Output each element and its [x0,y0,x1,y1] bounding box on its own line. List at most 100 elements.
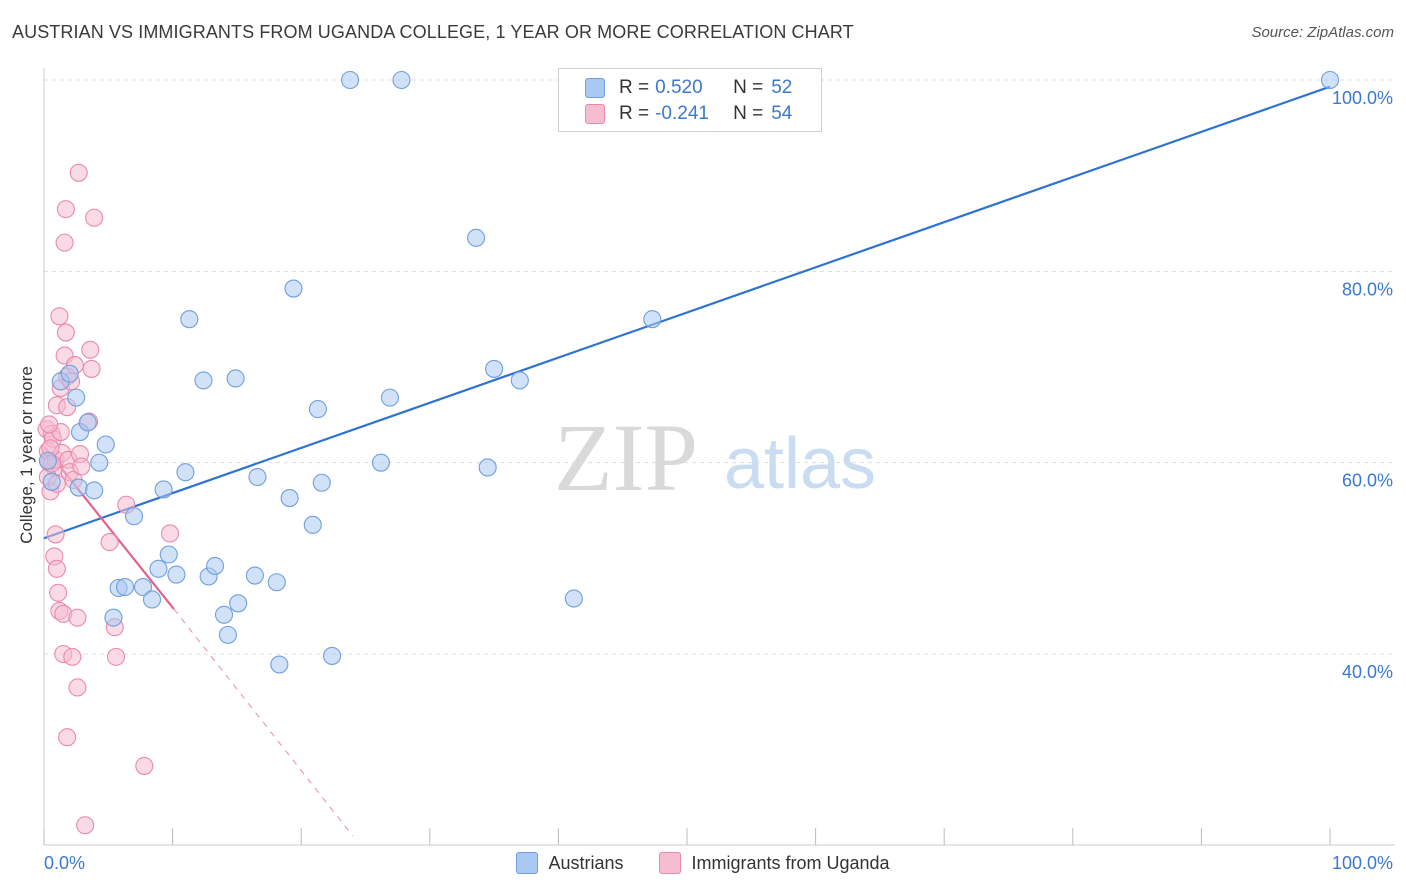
uganda-point-47 [135,756,154,775]
austrians-point-25 [218,625,237,644]
austrians-point-6 [85,481,104,500]
austrians-trend-line [43,85,1331,540]
austrians-point-50 [42,472,61,491]
austrians-point-5 [69,478,88,497]
austrians-point-47 [643,310,662,329]
x-tick-label-max: 100.0% [1332,853,1393,873]
uganda-point-22 [56,323,75,342]
austrians-legend-label: Austrians [548,852,624,873]
austrians-point-2 [67,388,86,407]
austrians-point-45 [510,371,529,390]
austrians-point-21 [194,371,213,390]
series-austrians-points [38,70,1340,674]
stats-legend: R = 0.520 N = 52 R = -0.241 N = 54 [558,68,822,132]
austrians-point-7 [90,453,109,472]
austrians-point-43 [478,458,497,477]
n-label: N = [733,77,764,98]
uganda-point-35 [69,163,88,182]
austrians-point-8 [96,435,115,454]
legend-row-uganda: R = -0.241 N = 54 [585,102,792,126]
uganda-point-20 [55,233,74,252]
uganda-point-37 [72,457,91,476]
austrians-point-14 [142,590,162,609]
uganda-point-43 [100,533,119,552]
uganda-point-26 [56,200,75,219]
legend-row-austrians: R = 0.520 N = 52 [585,76,792,100]
tick-labels: 40.0% 60.0% 80.0% 100.0% 0.0% 100.0% [44,88,1393,873]
y-tick-label-100: 100.0% [1332,88,1393,108]
austrians-point-29 [248,467,267,487]
uganda-point-11 [47,559,66,578]
uganda-legend-label: Immigrants from Uganda [691,852,890,873]
uganda-point-25 [58,728,77,747]
legend-item-austrians[interactable]: Austrians [516,852,623,874]
austrians-point-12 [124,507,144,526]
austrians-point-35 [308,400,327,419]
uganda-n-value: 54 [771,103,793,124]
austrians-point-1 [60,364,79,383]
watermark: ZIP atlas [554,404,876,511]
austrians-point-9 [104,608,123,627]
austrians-point-16 [154,480,173,499]
austrians-n-value: 52 [771,77,793,98]
austrians-point-13 [133,577,153,597]
austrians-point-38 [341,70,360,90]
austrians-point-23 [205,556,225,576]
austrians-point-34 [303,515,322,534]
uganda-point-48 [160,524,180,543]
uganda-legend-swatch [659,852,682,874]
uganda-point-30 [63,647,82,666]
austrians-point-33 [284,279,303,298]
austrians-point-32 [280,489,299,508]
uganda-swatch [585,104,605,124]
r-label: R = [619,103,650,124]
austrians-point-30 [267,573,286,592]
y-tick-label-80: 80.0% [1342,279,1393,299]
legend-item-uganda[interactable]: Immigrants from Uganda [659,852,890,874]
austrians-point-26 [226,369,245,388]
austrians-point-17 [159,545,178,564]
austrians-point-15 [149,559,168,578]
austrians-point-51 [38,451,57,470]
austrians-legend-swatch [516,852,539,874]
austrians-point-46 [564,589,583,608]
chart-title: AUSTRIAN VS IMMIGRANTS FROM UGANDA COLLE… [12,22,854,42]
uganda-point-38 [76,816,95,835]
uganda-point-12 [49,583,68,602]
austrians-point-19 [176,463,195,482]
uganda-point-34 [68,678,87,697]
austrians-point-31 [270,655,289,674]
austrians-point-44 [485,359,504,378]
x-tick-label-min: 0.0% [44,853,85,873]
uganda-point-52 [40,415,59,434]
austrians-point-28 [245,566,264,585]
austrians-r-value: 0.520 [655,77,703,98]
source-credit: Source: ZipAtlas.com [1251,24,1394,41]
n-label: N = [733,103,764,124]
austrians-point-18 [167,565,186,584]
austrians-point-39 [371,453,390,472]
watermark-atlas: atlas [724,424,876,504]
series-legend: Austrians Immigrants from Uganda [0,852,1406,874]
uganda-trend-extension [173,608,354,837]
austrians-point-42 [467,228,486,247]
austrians-point-40 [380,388,399,407]
watermark-zip: ZIP [554,404,698,511]
austrians-point-20 [180,310,199,329]
uganda-point-42 [85,208,104,227]
austrians-point-4 [78,413,97,432]
uganda-point-41 [82,359,101,378]
uganda-point-40 [81,340,100,359]
r-label: R = [619,77,650,98]
grid-lines [44,79,1395,655]
austrians-point-24 [214,605,234,624]
austrians-point-36 [312,473,331,492]
uganda-point-45 [106,647,126,666]
austrians-point-37 [323,646,342,665]
uganda-point-33 [68,608,87,627]
austrians-point-11 [115,577,135,597]
uganda-r-value: -0.241 [655,103,709,124]
austrians-point-27 [229,594,248,613]
axes [43,68,1395,846]
